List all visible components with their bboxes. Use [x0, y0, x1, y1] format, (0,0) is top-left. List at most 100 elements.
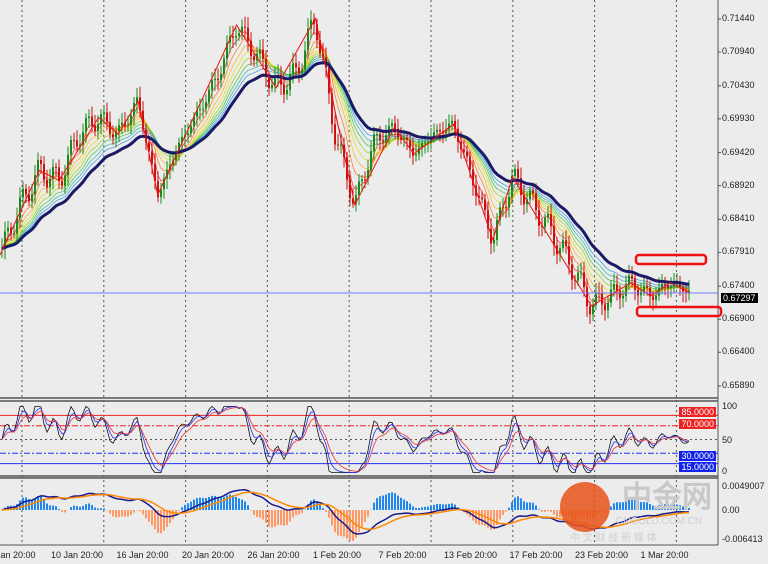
candle-body — [499, 207, 501, 220]
level-85: 85.0000 — [679, 407, 716, 417]
candle-body — [46, 180, 48, 188]
candle-body — [622, 295, 624, 299]
candle-body — [670, 286, 672, 288]
candle-body — [472, 169, 474, 186]
candle-body — [391, 123, 393, 126]
candle-body — [607, 302, 609, 311]
support-box — [635, 305, 723, 318]
candle-body — [103, 112, 105, 115]
candle-body — [22, 188, 24, 198]
candle-body — [466, 151, 468, 157]
candle-body — [34, 175, 36, 195]
candle-body — [562, 240, 564, 249]
candle-body — [433, 132, 435, 139]
candle-body — [28, 194, 30, 202]
candle-body — [316, 24, 318, 41]
date-tick-label: 16 Jan 20:00 — [116, 550, 169, 560]
candle-body — [226, 42, 228, 59]
candle-body — [340, 144, 342, 146]
candle-body — [634, 278, 636, 290]
candle-body — [232, 36, 234, 38]
candle-body — [661, 283, 663, 288]
candle-body — [130, 115, 132, 125]
candle-body — [298, 67, 300, 74]
candle-body — [631, 275, 633, 279]
price-tick-label: 0.71440 — [722, 13, 755, 23]
candle-body — [664, 283, 666, 286]
candle-body — [544, 217, 546, 228]
candle-body — [481, 197, 483, 200]
candle-body — [559, 248, 561, 255]
candle-body — [628, 275, 630, 285]
candle-body — [505, 206, 507, 208]
candle-body — [79, 144, 81, 147]
candle-body — [592, 305, 594, 315]
candle-body — [274, 76, 276, 85]
zigzag-line — [0, 16, 691, 307]
candle-body — [109, 122, 111, 135]
candle-body — [310, 19, 312, 29]
candle-body — [406, 138, 408, 141]
date-tick-label: 26 Jan 20:00 — [247, 550, 300, 560]
candle-body — [565, 240, 567, 247]
candle-body — [418, 147, 420, 155]
resistance-box — [634, 253, 708, 266]
level-70: 70.0000 — [679, 419, 716, 429]
candle-body — [244, 26, 246, 28]
candle-body — [517, 168, 519, 178]
candle-body — [202, 108, 204, 110]
candle-body — [154, 163, 156, 182]
candle-body — [25, 188, 27, 195]
price-tick-label: 0.65890 — [722, 380, 755, 390]
candle-body — [259, 49, 261, 54]
candle-body — [619, 290, 621, 299]
macd-axis-min: -0.006413 — [722, 534, 763, 544]
candle-body — [196, 110, 198, 117]
candle-body — [454, 120, 456, 129]
candle-body — [55, 166, 57, 168]
candle-body — [235, 35, 237, 38]
macd-axis-zero: 0.00 — [722, 505, 740, 515]
candle-body — [61, 181, 63, 186]
current-price-tag: 0.67297 — [721, 293, 758, 303]
candle-body — [238, 33, 240, 36]
candle-body — [91, 116, 93, 126]
candle-body — [253, 56, 255, 61]
candle-body — [604, 304, 606, 311]
candle-body — [115, 131, 117, 138]
price-tick-label: 0.70430 — [722, 79, 755, 90]
candle-body — [304, 50, 306, 70]
candle-body — [448, 123, 450, 130]
date-tick-label: 17 Feb 20:00 — [509, 550, 563, 560]
candle-body — [430, 138, 432, 143]
candle-body — [265, 58, 267, 78]
candle-body — [361, 179, 363, 182]
candle-body — [484, 199, 486, 211]
candle-body — [496, 219, 498, 241]
candle-body — [217, 78, 219, 81]
candle-body — [526, 199, 528, 205]
candle-body — [268, 77, 270, 89]
candle-body — [412, 147, 414, 156]
candle-body — [583, 272, 585, 288]
candle-body — [1, 248, 3, 250]
candle-body — [307, 28, 309, 51]
candle-body — [649, 287, 651, 297]
candle-body — [610, 289, 612, 303]
candle-body — [241, 26, 243, 34]
candle-body — [337, 144, 339, 146]
candle-body — [589, 306, 591, 315]
candle-body — [97, 124, 99, 132]
candle-body — [532, 190, 534, 194]
candle-body — [187, 133, 189, 136]
candle-body — [19, 197, 21, 219]
candle-body — [205, 101, 207, 109]
candle-body — [577, 272, 579, 281]
candle-body — [52, 166, 54, 179]
price-tick-label: 0.67400 — [722, 280, 755, 291]
candle-body — [58, 167, 60, 182]
candle-body — [121, 122, 123, 126]
candle-body — [538, 210, 540, 226]
